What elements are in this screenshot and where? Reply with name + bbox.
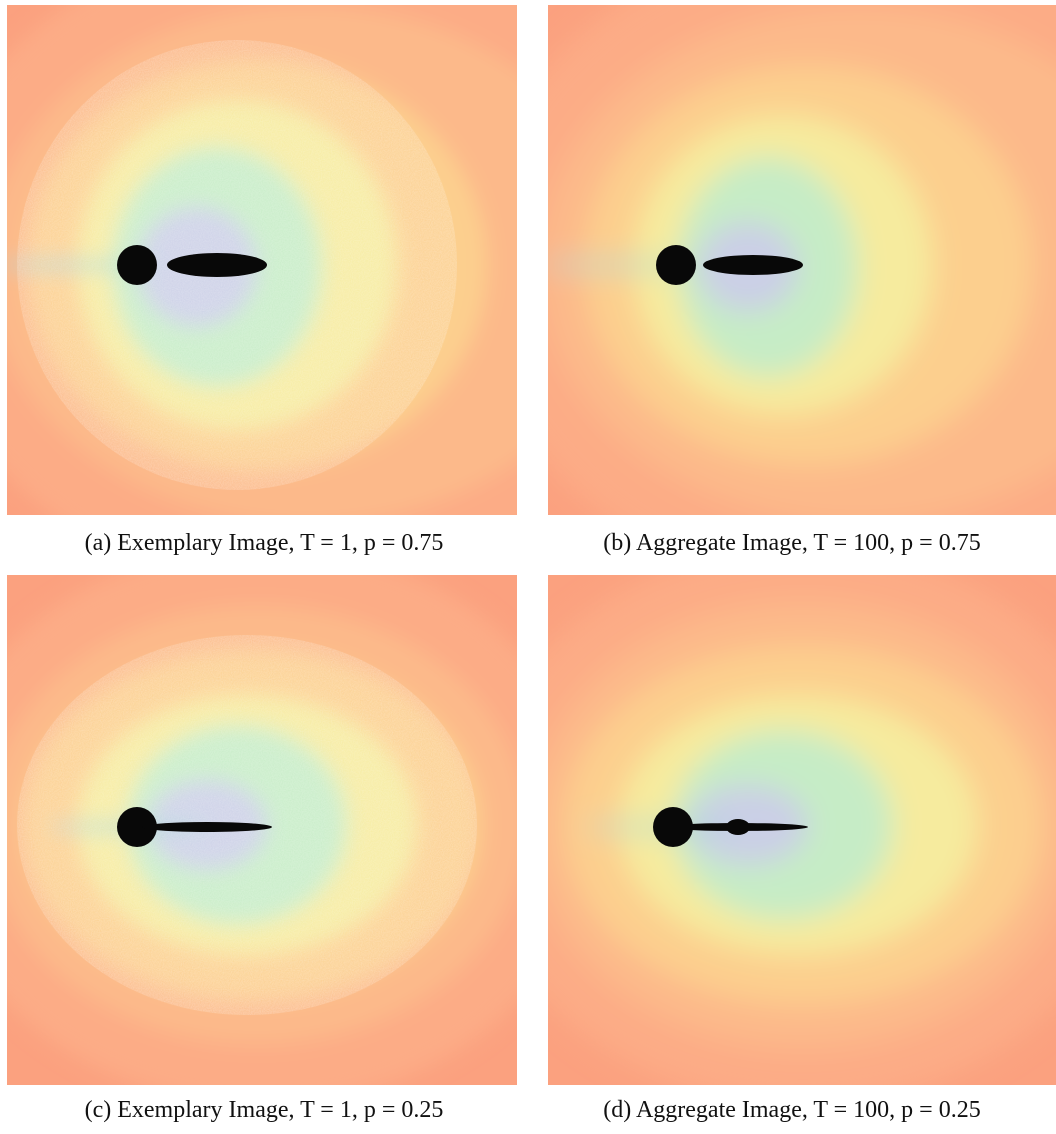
image-a — [7, 5, 517, 515]
black-region — [142, 822, 272, 832]
set-core — [653, 807, 808, 847]
gradient-field — [548, 575, 1056, 1085]
set-core — [117, 245, 267, 285]
set-core — [656, 245, 803, 285]
image-b — [548, 5, 1056, 515]
black-region — [117, 245, 157, 285]
image-d — [548, 575, 1056, 1085]
black-region — [656, 245, 696, 285]
gradient-field — [548, 5, 1056, 515]
black-region — [167, 253, 267, 277]
black-region — [117, 807, 157, 847]
image-c — [7, 575, 517, 1085]
black-region — [726, 819, 750, 835]
caption: (c) Exemplary Image, T = 1, p = 0.25 — [84, 1097, 444, 1123]
caption: (b) Aggregate Image, T = 100, p = 0.75 — [603, 530, 981, 556]
caption: (a) Exemplary Image, T = 1, p = 0.75 — [84, 530, 444, 556]
set-core — [117, 807, 272, 847]
black-region — [703, 255, 803, 275]
caption: (d) Aggregate Image, T = 100, p = 0.25 — [603, 1097, 981, 1123]
